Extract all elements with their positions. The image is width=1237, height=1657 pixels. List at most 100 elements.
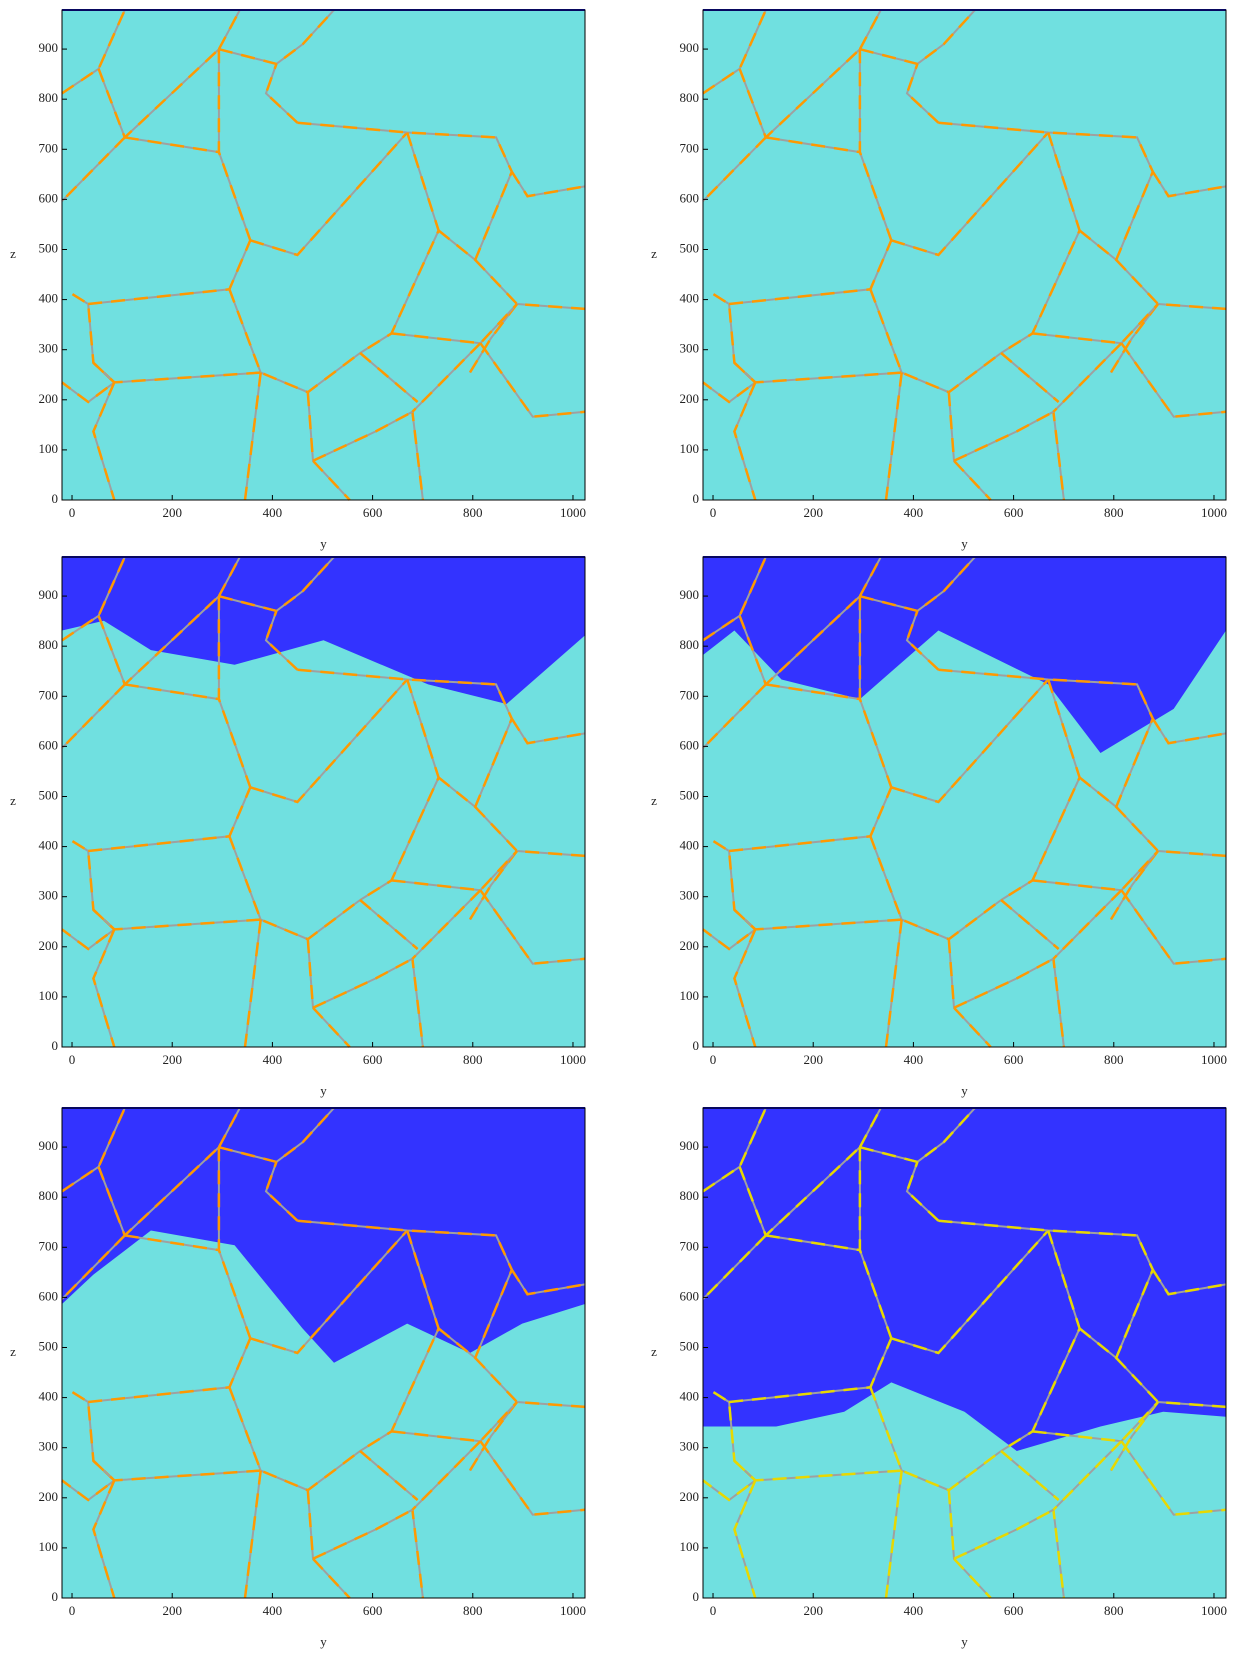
boundary-phase: [297, 668, 513, 720]
y-tick-label: 300: [39, 888, 59, 903]
y-tick-label: 300: [680, 888, 700, 903]
boundary-phase: [938, 1219, 1154, 1271]
grain-boundary: [244, 372, 262, 501]
y-tick-label: 700: [680, 1238, 700, 1253]
x-tick-label: 800: [1104, 1052, 1124, 1067]
y-tick-label: 400: [39, 291, 59, 306]
boundary-phase: [297, 121, 513, 173]
boundary-phase: [306, 939, 351, 1048]
y-tick-label: 800: [39, 90, 59, 105]
y-tick-label: 300: [39, 341, 59, 356]
boundary-phase: [1000, 899, 1060, 950]
boundary-phase: [359, 1450, 419, 1501]
boundary-phase: [468, 1401, 518, 1472]
y-tick-label: 400: [39, 838, 59, 853]
y-tick-label: 100: [680, 1539, 700, 1554]
boundary-phase: [479, 342, 586, 419]
x-tick-label: 1000: [1201, 1052, 1227, 1067]
boundary-phase: [1000, 132, 1081, 355]
boundary-phase: [1109, 850, 1159, 921]
boundary-phase: [859, 556, 976, 613]
y-tick-label: 200: [680, 938, 700, 953]
boundary-phase: [938, 668, 1154, 720]
x-tick-label: 600: [363, 1603, 383, 1618]
boundary-phase: [1120, 1440, 1227, 1517]
y-tick-label: 800: [680, 637, 700, 652]
panel: 0 200 400 600 800 1000 0 100 200 300 400 500 600 700 8…: [651, 1107, 1227, 1649]
y-tick-label: 600: [680, 1288, 700, 1303]
y-tick-label: 0: [52, 1038, 59, 1053]
y-tick-label: 400: [680, 291, 700, 306]
y-tick-label: 600: [680, 190, 700, 205]
y-axis-label: z: [651, 246, 657, 261]
boundary-phase: [217, 9, 241, 50]
y-tick-label: 800: [39, 1188, 59, 1203]
boundary-phase: [249, 1229, 409, 1355]
y-tick-label: 100: [39, 1539, 59, 1554]
y-tick-label: 900: [39, 1138, 59, 1153]
boundary-phase: [702, 1391, 758, 1502]
boundary-phase: [479, 1440, 586, 1517]
y-tick-label: 400: [680, 1389, 700, 1404]
boundary-phase: [217, 1107, 241, 1148]
boundary-phase: [61, 293, 117, 404]
boundary-phase: [702, 683, 767, 749]
x-tick-label: 1000: [560, 505, 586, 520]
plot-frame: [702, 556, 1227, 1048]
y-axis-label: z: [651, 1344, 657, 1359]
boundary-phase: [218, 9, 335, 66]
x-axis-label: y: [961, 536, 968, 551]
boundary-phase: [359, 899, 419, 950]
y-tick-label: 100: [680, 988, 700, 1003]
x-tick-label: 200: [162, 1052, 182, 1067]
boundary-phase: [218, 556, 335, 613]
boundary-phase: [702, 1234, 767, 1300]
y-tick-label: 800: [680, 90, 700, 105]
y-axis-label: z: [651, 793, 657, 808]
boundary-phase: [953, 1508, 1054, 1560]
boundary-phase: [1000, 1230, 1081, 1453]
y-axis-label: z: [10, 793, 16, 808]
boundary-phase: [306, 392, 351, 501]
boundary-phase: [312, 957, 413, 1009]
boundary-phase: [858, 9, 882, 50]
y-tick-label: 200: [39, 391, 59, 406]
plot-frame: [61, 9, 586, 501]
boundary-phase: [733, 928, 757, 1048]
grain-boundary: [264, 610, 299, 671]
y-tick-label: 600: [39, 1288, 59, 1303]
x-tick-label: 800: [463, 505, 483, 520]
boundary-phase: [765, 1234, 861, 1252]
x-tick-label: 0: [710, 505, 717, 520]
y-tick-label: 0: [693, 491, 700, 506]
boundary-phase: [869, 1386, 1002, 1492]
plot-frame: [61, 1107, 586, 1599]
boundary-phase: [228, 835, 361, 941]
boundary-phase: [61, 1234, 126, 1300]
boundary-phase: [1109, 1401, 1159, 1472]
boundary-phase: [869, 835, 1002, 941]
y-tick-label: 600: [680, 737, 700, 752]
boundary-phase: [510, 171, 586, 198]
boundary-phase: [61, 840, 117, 951]
boundary-phase: [1032, 850, 1159, 892]
boundary-phase: [1000, 679, 1081, 902]
x-tick-label: 200: [162, 505, 182, 520]
panel: 0 200 400 600 800 1000 0 100 200 300 400 500 600 700 8…: [10, 556, 586, 1098]
boundary-phase: [306, 1490, 351, 1599]
y-tick-label: 600: [39, 190, 59, 205]
y-tick-label: 900: [39, 587, 59, 602]
boundary-phase: [890, 131, 1050, 257]
x-tick-label: 600: [1004, 1603, 1024, 1618]
y-tick-label: 500: [680, 787, 700, 802]
boundary-phase: [859, 9, 976, 66]
boundary-phase: [468, 303, 518, 374]
x-tick-label: 1000: [560, 1052, 586, 1067]
boundary-phase: [1151, 718, 1227, 745]
y-tick-label: 200: [39, 1489, 59, 1504]
x-tick-label: 1000: [1201, 1603, 1227, 1618]
boundary-phase: [858, 1107, 882, 1148]
boundary-phase: [61, 1391, 117, 1502]
boundary-phase: [1032, 1401, 1159, 1443]
